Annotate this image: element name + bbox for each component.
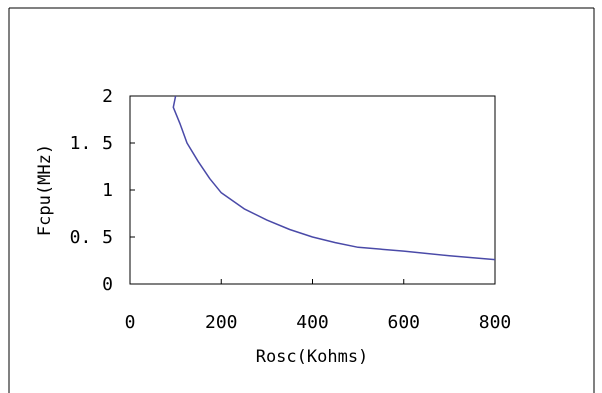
tick-labels: 0 0. 5 1 1. 5 2 0 200 400 600 800 bbox=[70, 86, 512, 333]
x-tick-label: 600 bbox=[387, 312, 420, 333]
y-axis-title: Fcpu(MHz) bbox=[35, 144, 55, 236]
x-tick-label: 200 bbox=[205, 312, 238, 333]
y-tick-label: 2 bbox=[102, 86, 113, 107]
y-tick-label: 1. 5 bbox=[70, 133, 113, 154]
series-line bbox=[172, 95, 496, 261]
x-tick-label: 400 bbox=[296, 312, 329, 333]
y-tick-label: 1 bbox=[102, 180, 113, 201]
plot-area bbox=[129, 95, 496, 285]
x-tick-label: 800 bbox=[479, 312, 512, 333]
x-axis-title: Rosc(Kohms) bbox=[256, 347, 369, 367]
y-tick-label: 0. 5 bbox=[70, 227, 113, 248]
x-tick-label: 0 bbox=[125, 312, 136, 333]
axis-ticks bbox=[129, 95, 496, 285]
y-tick-label: 0 bbox=[102, 274, 113, 295]
series-group bbox=[172, 95, 496, 261]
